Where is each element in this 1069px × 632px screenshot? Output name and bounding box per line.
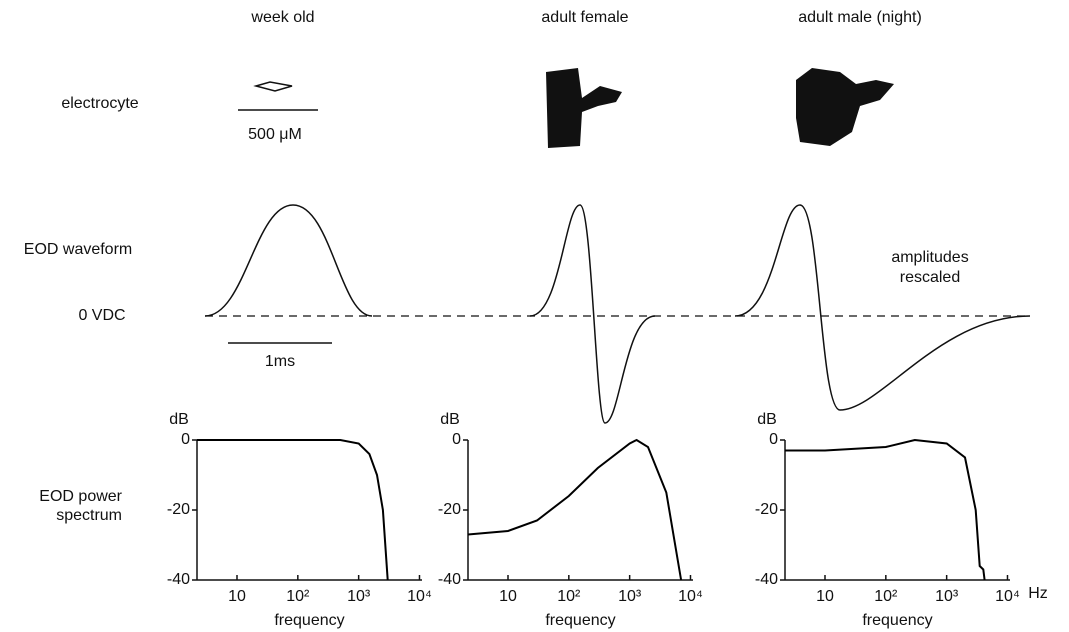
y-axis-label: dB [440,411,460,428]
y-tick-label: -40 [755,571,778,588]
spectrum-line [785,438,986,581]
y-tick-label: 0 [452,431,461,448]
y-axis-label: dB [169,411,189,428]
x-tick-label: 10 [499,588,517,605]
x-axis-label: frequency [545,612,615,629]
y-tick-label: -20 [755,501,778,518]
electrocyte [253,81,293,92]
x-tick-label: 10⁴ [407,588,432,605]
y-tick-label: -40 [438,571,461,588]
x-tick-label: 10³ [618,588,642,605]
x-tick-label: 10⁴ [678,588,703,605]
scale-label: 500 μM [248,126,302,143]
y-tick-label: -20 [438,501,461,518]
x-unit: Hz [1028,585,1048,602]
x-tick-label: 10⁴ [995,588,1020,605]
column-title: week old [250,9,314,26]
waveform [734,204,1031,411]
row-label: EOD waveform [24,241,132,258]
y-axis-label: dB [757,411,777,428]
electrocyte [796,68,894,146]
annotation: rescaled [900,269,960,286]
x-tick-label: 10³ [935,588,959,605]
waveform [204,204,373,317]
row-label: spectrum [56,507,122,524]
x-tick-label: 10³ [347,588,371,605]
column-title: adult female [541,9,628,26]
waveform [529,204,656,424]
x-tick-label: 10² [286,588,310,605]
y-tick-label: -20 [167,501,190,518]
y-tick-label: 0 [769,431,778,448]
x-axis-label: frequency [274,612,344,629]
spectrum-line [197,439,389,581]
annotation: amplitudes [891,249,968,266]
y-tick-label: -40 [167,571,190,588]
spectrum-line [467,438,683,581]
x-tick-label: 10² [557,588,581,605]
x-tick-label: 10 [228,588,246,605]
x-tick-label: 10² [874,588,898,605]
row-label: EOD power [39,488,122,505]
x-axis-label: frequency [862,612,932,629]
column-title: adult male (night) [798,9,922,26]
row-label: 0 VDC [78,307,125,324]
y-tick-label: 0 [181,431,190,448]
electrocyte [546,68,622,148]
scale-label: 1ms [265,353,295,370]
row-label: electrocyte [61,95,138,112]
x-tick-label: 10 [816,588,834,605]
